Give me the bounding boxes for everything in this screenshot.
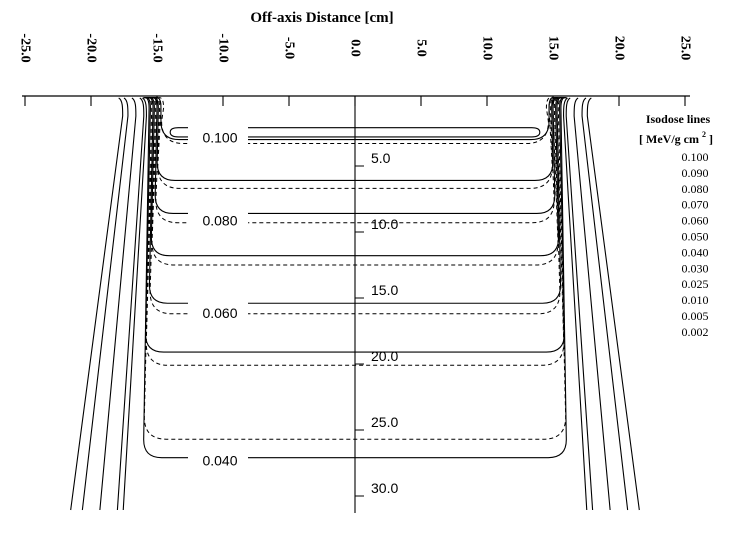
depth-label: 5.0 (371, 150, 391, 166)
curve-value-label: 0.100 (202, 129, 237, 145)
curve-value-label: 0.080 (202, 212, 237, 228)
curve-label-mask (188, 301, 248, 322)
legend-entry: 0.030 (682, 261, 709, 275)
isodose-curve-dashed (153, 97, 557, 224)
legend-entry: 0.025 (682, 277, 709, 291)
depth-label: 15.0 (371, 282, 398, 298)
legend-unit: [ MeV/g cm 2 ] (639, 126, 713, 146)
legend-entry: 0.080 (682, 182, 709, 196)
curve-label-mask (188, 126, 248, 147)
x-tick-label: -5.0 (282, 37, 297, 59)
x-tick-label: -10.0 (216, 33, 231, 62)
isodose-curve-solid (122, 97, 588, 511)
legend-entry: 0.100 (682, 150, 709, 164)
depth-label: 10.0 (371, 216, 398, 232)
isodose-curve-closed (169, 127, 541, 138)
isodose-curve-solid (70, 97, 640, 511)
legend-entry: 0.040 (682, 245, 709, 259)
legend-entry: 0.050 (682, 230, 709, 244)
legend-entry: 0.002 (682, 325, 709, 339)
legend-entry: 0.005 (682, 309, 709, 323)
legend: Isodose lines [ MeV/g cm 2 ] 0.1000.0900… (639, 112, 713, 339)
isodose-curve-solid (99, 97, 611, 511)
legend-entry: 0.060 (682, 214, 709, 228)
isodose-curve-solid (81, 97, 629, 511)
curve-value-label: 0.060 (202, 305, 237, 321)
depth-label: 25.0 (371, 414, 398, 430)
legend-unit-exponent: 2 (702, 130, 706, 139)
legend-title: Isodose lines (646, 112, 711, 126)
curve-labels: 0.100 0.080 0.060 0.040 (188, 126, 248, 470)
curve-label-mask (188, 209, 248, 230)
x-tick-label: -25.0 (18, 33, 33, 62)
legend-unit-prefix: [ MeV/g cm (639, 132, 699, 146)
x-tick-label: 25.0 (678, 36, 693, 61)
legend-entry: 0.090 (682, 166, 709, 180)
x-tick-label: 20.0 (612, 36, 627, 61)
x-tick-label: -20.0 (84, 33, 99, 62)
x-tick-label: 5.0 (414, 39, 429, 57)
legend-unit-suffix: ] (709, 132, 713, 146)
curve-label-mask (188, 449, 248, 470)
x-tick-label: 0.0 (348, 39, 363, 57)
depth-label: 30.0 (371, 480, 398, 496)
x-axis-title: Off-axis Distance [cm] (250, 10, 393, 26)
curve-value-label: 0.040 (202, 453, 237, 469)
depth-label: 20.0 (371, 348, 398, 364)
x-tick-label: -15.0 (150, 33, 165, 62)
isodose-curve-solid (116, 97, 594, 511)
legend-entry: 0.070 (682, 198, 709, 212)
depth-axis: 5.0 10.0 15.0 20.0 25.0 30.0 (354, 96, 398, 513)
top-axis: -25.0 -20.0 -15.0 -10.0 -5.0 0.0 5.0 10.0 15.0 20… (18, 33, 693, 106)
legend-entry: 0.010 (682, 293, 709, 307)
x-tick-label: 10.0 (480, 36, 495, 61)
x-tick-label: 15.0 (546, 36, 561, 61)
